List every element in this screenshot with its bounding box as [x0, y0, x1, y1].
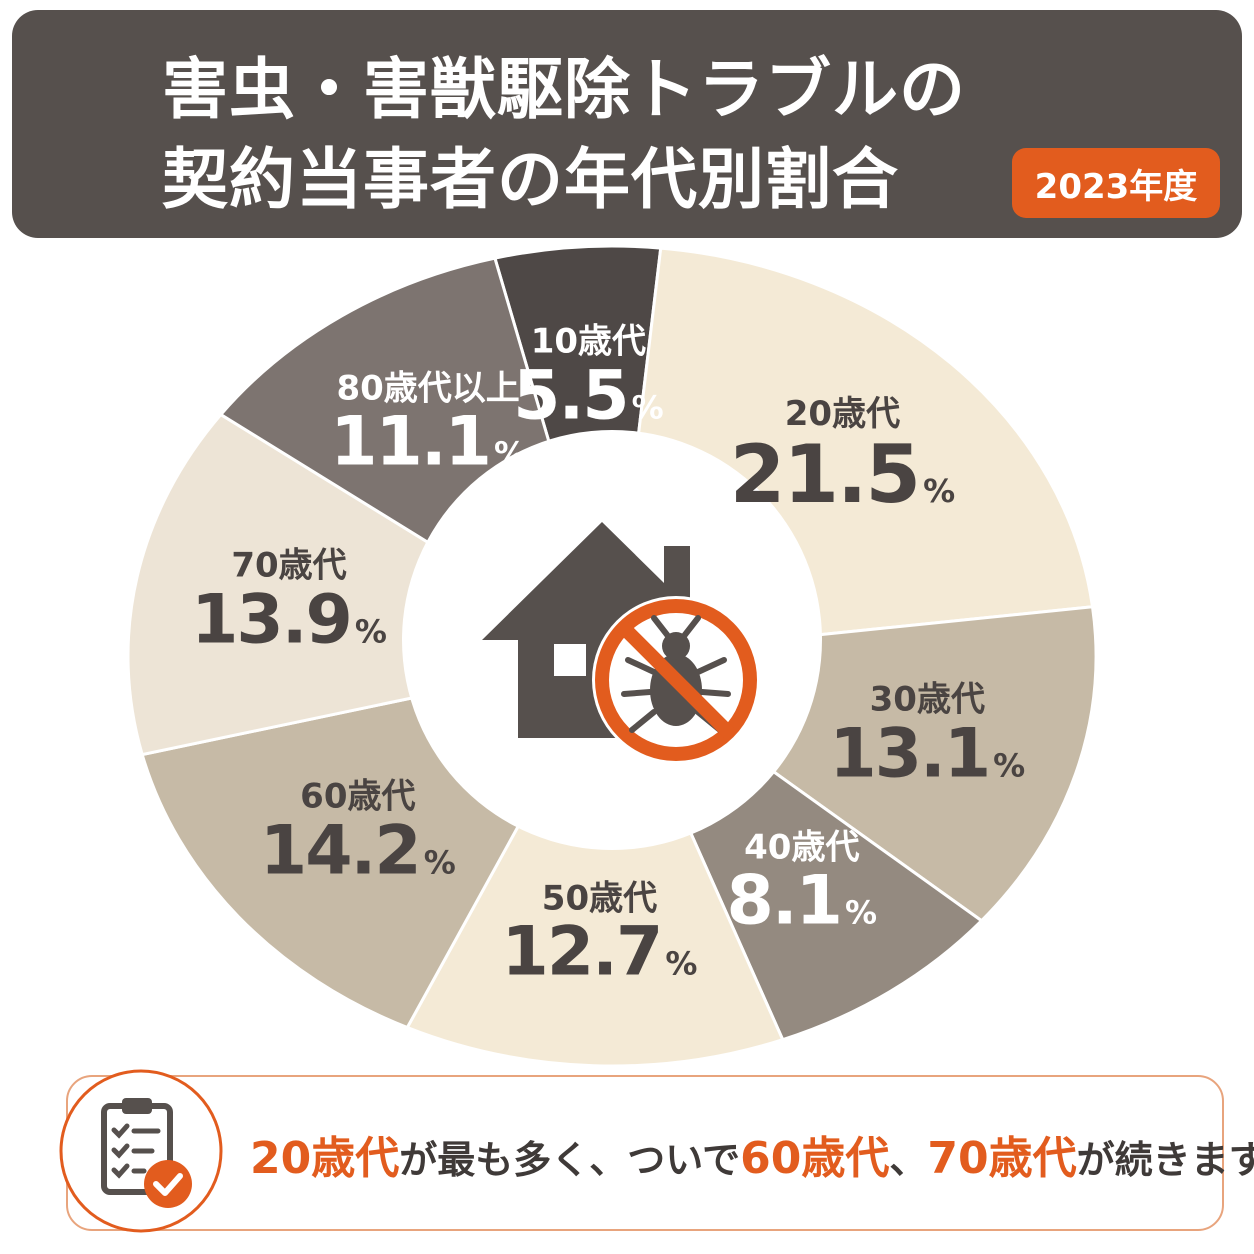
title-banner: 害虫・害獣駆除トラブルの 契約当事者の年代別割合 2023年度: [12, 10, 1242, 238]
title-line-1: 害虫・害獣駆除トラブルの: [162, 51, 966, 128]
house-with-no-bug-icon: [482, 522, 760, 764]
summary-text-part-3: が続きます。: [1076, 1138, 1254, 1182]
summary-text-part-1: が最も多く、ついで: [399, 1138, 741, 1182]
summary-highlight-20s: 20歳代: [250, 1133, 400, 1184]
slice-unit-label: %: [923, 471, 956, 510]
slice-label-0: 10歳代 5.5%: [513, 321, 664, 432]
pie-slice-4: [405, 652, 785, 1068]
slice-label-1: 20歳代 21.5%: [730, 394, 956, 517]
slice-value-label: 12.7: [501, 912, 664, 992]
slice-category-label: 80歳代以上: [336, 368, 520, 409]
slice-unit-label: %: [845, 893, 878, 932]
slice-unit-label: %: [665, 944, 698, 983]
slice-category-label: 30歳代: [869, 679, 985, 720]
year-badge: 2023年度: [1012, 148, 1220, 218]
slice-unit-label: %: [631, 388, 664, 427]
slice-category-label: 10歳代: [530, 321, 647, 362]
slice-value-label: 14.2: [259, 811, 422, 891]
slice-category-label: 60歳代: [300, 776, 416, 817]
slice-category-label: 40歳代: [744, 827, 860, 868]
slice-label-6: 70歳代 13.9%: [191, 545, 387, 656]
slice-unit-label: %: [354, 612, 387, 651]
slice-label-7: 80歳代以上 11.1%: [330, 368, 527, 479]
slice-label-2: 30歳代 13.1%: [829, 679, 1026, 790]
slice-label-3: 40歳代 8.1%: [727, 827, 878, 938]
summary-text: 20歳代が最も多く、ついで60歳代、70歳代が続きます。: [250, 1122, 1254, 1186]
slice-value-label: 11.1: [330, 402, 492, 482]
slice-category-label: 50歳代: [541, 878, 658, 919]
slice-category-label: 20歳代: [784, 394, 901, 435]
slice-value-label: 21.5: [729, 427, 921, 521]
summary-highlight-60s: 60歳代: [740, 1133, 890, 1184]
title-line-2: 契約当事者の年代別割合: [162, 141, 899, 218]
slice-value-label: 8.1: [726, 861, 843, 941]
slice-unit-label: %: [494, 434, 527, 473]
slice-unit-label: %: [423, 843, 456, 882]
slice-value-label: 13.1: [829, 714, 991, 794]
slice-value-label: 13.9: [191, 580, 353, 660]
slice-category-label: 70歳代: [231, 545, 347, 586]
summary-box: [66, 1075, 1224, 1231]
slice-value-label: 5.5: [513, 356, 629, 436]
slice-label-4: 50歳代 12.7%: [502, 878, 698, 988]
summary-text-part-2: 、: [889, 1138, 928, 1182]
slice-unit-label: %: [993, 746, 1026, 785]
clipboard-check-icon: [59, 1069, 223, 1233]
slice-label-5: 60歳代 14.2%: [259, 776, 456, 891]
summary-highlight-70s: 70歳代: [927, 1133, 1077, 1184]
